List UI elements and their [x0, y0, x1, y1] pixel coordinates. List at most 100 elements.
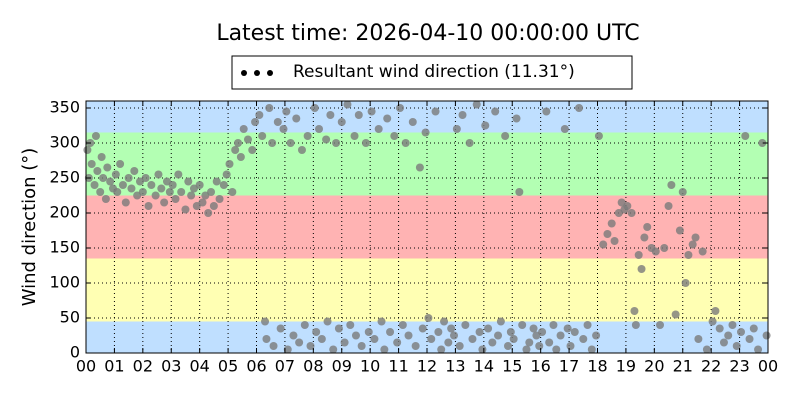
point	[599, 240, 608, 249]
point	[261, 317, 270, 326]
point	[255, 111, 264, 119]
y-tick-label: 300	[49, 133, 80, 152]
point	[579, 335, 588, 343]
point	[575, 104, 584, 112]
y-tick-label: 100	[49, 273, 80, 292]
legend-marker	[267, 70, 273, 76]
point	[310, 104, 319, 112]
point	[106, 177, 115, 186]
point	[583, 321, 592, 329]
point	[678, 188, 687, 196]
x-tick-label: 17	[559, 357, 579, 376]
point	[461, 321, 470, 329]
x-tick-label: 01	[104, 357, 124, 376]
point	[396, 104, 405, 112]
point	[337, 118, 346, 126]
point	[623, 202, 632, 210]
point	[231, 146, 240, 154]
point	[427, 335, 436, 343]
x-tick-label: 20	[644, 357, 664, 376]
point	[195, 181, 204, 189]
point	[512, 114, 521, 123]
x-tick-label: 10	[360, 357, 380, 376]
point	[312, 328, 321, 336]
point	[141, 174, 150, 182]
point	[265, 104, 274, 112]
x-tick-label: 03	[161, 357, 181, 376]
point	[538, 328, 547, 336]
x-tick-label: 00	[76, 357, 96, 376]
point	[741, 132, 750, 140]
point	[404, 331, 413, 340]
point	[209, 202, 218, 210]
point	[637, 265, 646, 273]
point	[268, 139, 277, 147]
point	[340, 338, 349, 347]
point	[684, 251, 693, 259]
point	[542, 107, 551, 116]
point	[168, 181, 177, 189]
x-tick-label: 00	[758, 357, 778, 376]
point	[702, 345, 711, 354]
x-tick-label: 16	[530, 357, 550, 376]
point	[491, 107, 500, 116]
point	[594, 132, 603, 140]
point	[101, 195, 110, 203]
point	[297, 146, 306, 154]
point	[440, 317, 449, 326]
point	[434, 328, 443, 336]
point	[587, 345, 596, 354]
point	[177, 188, 186, 196]
point	[219, 181, 228, 189]
point	[118, 181, 127, 189]
point	[322, 135, 331, 144]
x-tick-label: 07	[275, 357, 295, 376]
point	[525, 338, 534, 347]
point	[418, 324, 427, 333]
point	[116, 160, 125, 168]
y-axis-label: Wind direction (°)	[19, 148, 40, 307]
point	[103, 163, 112, 172]
point	[212, 177, 221, 186]
point	[515, 188, 524, 196]
point	[83, 146, 92, 154]
point	[651, 247, 660, 256]
x-tick-label: 04	[189, 357, 209, 376]
point	[415, 163, 424, 172]
point	[351, 331, 360, 340]
point	[269, 342, 278, 350]
point	[239, 125, 248, 133]
point	[234, 139, 243, 147]
x-tick-label: 02	[133, 357, 153, 376]
x-tick-label: 22	[701, 357, 721, 376]
point	[458, 111, 467, 119]
point	[130, 167, 139, 175]
point	[506, 328, 515, 336]
point	[556, 331, 565, 340]
point	[592, 331, 601, 340]
y-tick-label: 350	[49, 98, 80, 117]
point	[728, 321, 737, 329]
point	[437, 345, 446, 354]
point	[93, 167, 102, 175]
point	[754, 345, 763, 354]
point	[383, 114, 392, 123]
point	[147, 181, 156, 189]
point	[694, 335, 703, 343]
legend-label: Resultant wind direction (11.31°)	[293, 62, 575, 82]
point	[758, 139, 767, 147]
point	[282, 107, 291, 116]
point	[91, 132, 100, 140]
point	[326, 111, 335, 119]
point	[215, 195, 224, 203]
point	[236, 153, 245, 161]
point	[222, 170, 231, 179]
points	[83, 100, 771, 354]
point	[225, 160, 234, 168]
ticks: 0 50 100 150 200 250 300 350 00 01 02 03 04 05 06 07 08 0…	[49, 98, 778, 376]
point	[732, 342, 741, 350]
legend: Resultant wind direction (11.31°)	[231, 55, 633, 90]
point	[401, 139, 410, 147]
point	[411, 342, 420, 350]
point	[279, 125, 288, 133]
